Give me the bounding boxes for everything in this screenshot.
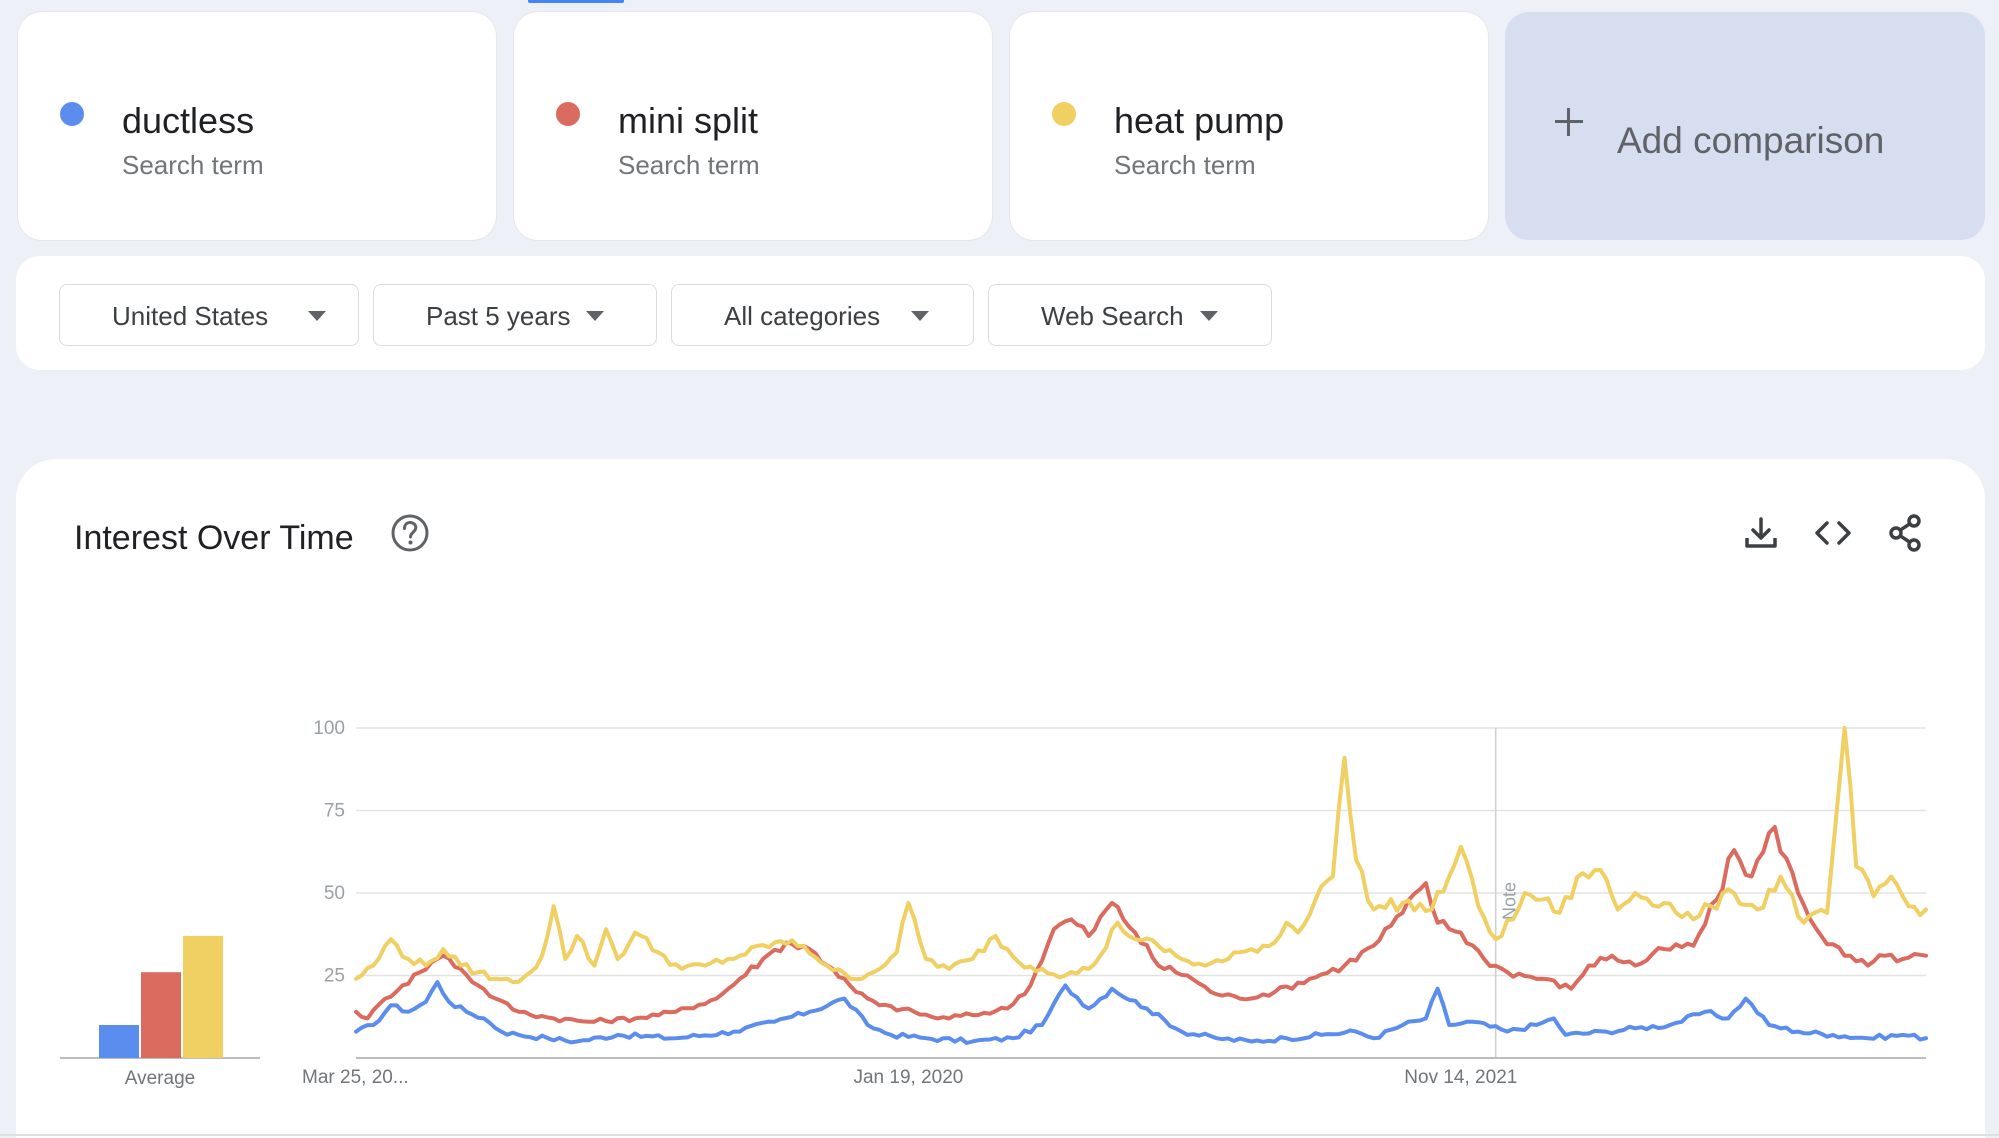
active-tab-indicator [528, 0, 624, 3]
term-card-heat-pump[interactable]: heat pump Search term [1010, 12, 1488, 240]
plus-icon [1553, 106, 1585, 138]
add-comparison-label: Add comparison [1617, 120, 1885, 161]
term-name[interactable]: mini split [618, 100, 759, 141]
interest-over-time-card: Interest Over Time [16, 459, 1985, 1138]
bottom-divider [0, 1134, 1999, 1136]
caret-down-icon [1200, 311, 1218, 321]
download-icon[interactable] [1741, 513, 1781, 553]
caret-down-icon [586, 311, 604, 321]
filter-bar: United States Past 5 years All categorie… [16, 256, 1985, 370]
share-icon[interactable] [1885, 513, 1925, 553]
chart-title: Interest Over Time [74, 519, 354, 557]
filter-category[interactable]: All categories [671, 284, 974, 346]
term-subtitle: Search term [122, 150, 264, 180]
filter-label: Past 5 years [426, 301, 571, 331]
caret-down-icon [308, 311, 326, 321]
filter-time-range[interactable]: Past 5 years [373, 284, 657, 346]
term-subtitle: Search term [618, 150, 760, 180]
term-color-dot [1052, 102, 1076, 126]
filter-region[interactable]: United States [59, 284, 359, 346]
term-card-ductless[interactable]: ductless Search term [18, 12, 496, 240]
add-comparison-button[interactable]: Add comparison [1505, 12, 1985, 240]
embed-icon[interactable] [1813, 513, 1853, 553]
term-color-dot [60, 102, 84, 126]
filter-label: All categories [724, 301, 881, 331]
term-subtitle: Search term [1114, 150, 1256, 180]
term-name[interactable]: ductless [122, 100, 255, 141]
term-card-mini-split[interactable]: mini split Search term [514, 12, 992, 240]
help-icon[interactable] [390, 513, 430, 553]
filter-label: United States [112, 301, 269, 331]
caret-down-icon [911, 311, 929, 321]
filter-search-type[interactable]: Web Search [988, 284, 1272, 346]
term-color-dot [556, 102, 580, 126]
filter-label: Web Search [1041, 301, 1184, 331]
term-name[interactable]: heat pump [1114, 100, 1285, 141]
